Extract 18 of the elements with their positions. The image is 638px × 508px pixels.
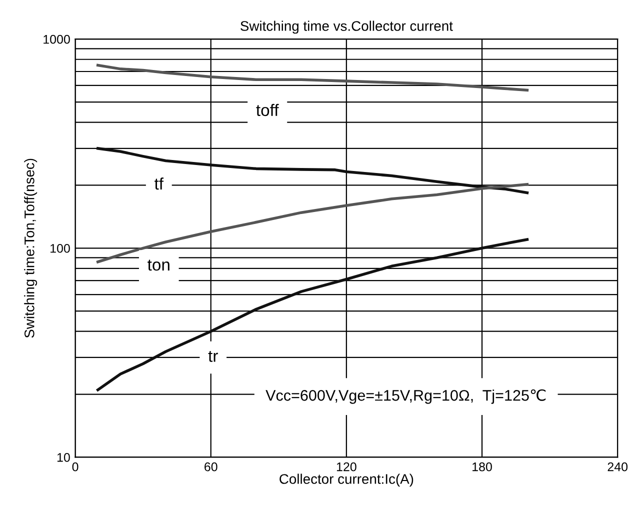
- line-series: [96, 147, 529, 194]
- x-tick-label: 120: [336, 462, 356, 472]
- x-tick-label: 60: [204, 462, 218, 472]
- annotation: tf: [154, 177, 164, 190]
- line-series: [96, 64, 529, 92]
- annotation: toff: [256, 104, 279, 116]
- annotation: tr: [208, 350, 218, 362]
- y-tick-label: 10: [57, 453, 70, 462]
- annotation: Vcc=600V,Vge=±15V,Rg=10Ω, Tj=125℃: [266, 389, 546, 404]
- y-axis-title: Switching time:Ton,Toff(nsec): [24, 158, 38, 338]
- x-tick-label: 0: [72, 462, 78, 472]
- x-tick-label: 180: [472, 462, 492, 472]
- x-axis-title: Collector current:Ic(A): [280, 474, 414, 487]
- chart-title: Switching time vs.Collector current: [240, 20, 453, 34]
- annotation: ton: [148, 260, 170, 271]
- x-tick-label: 240: [608, 462, 628, 472]
- y-tick-label: 100: [50, 244, 70, 253]
- y-tick-label: 1000: [44, 34, 70, 44]
